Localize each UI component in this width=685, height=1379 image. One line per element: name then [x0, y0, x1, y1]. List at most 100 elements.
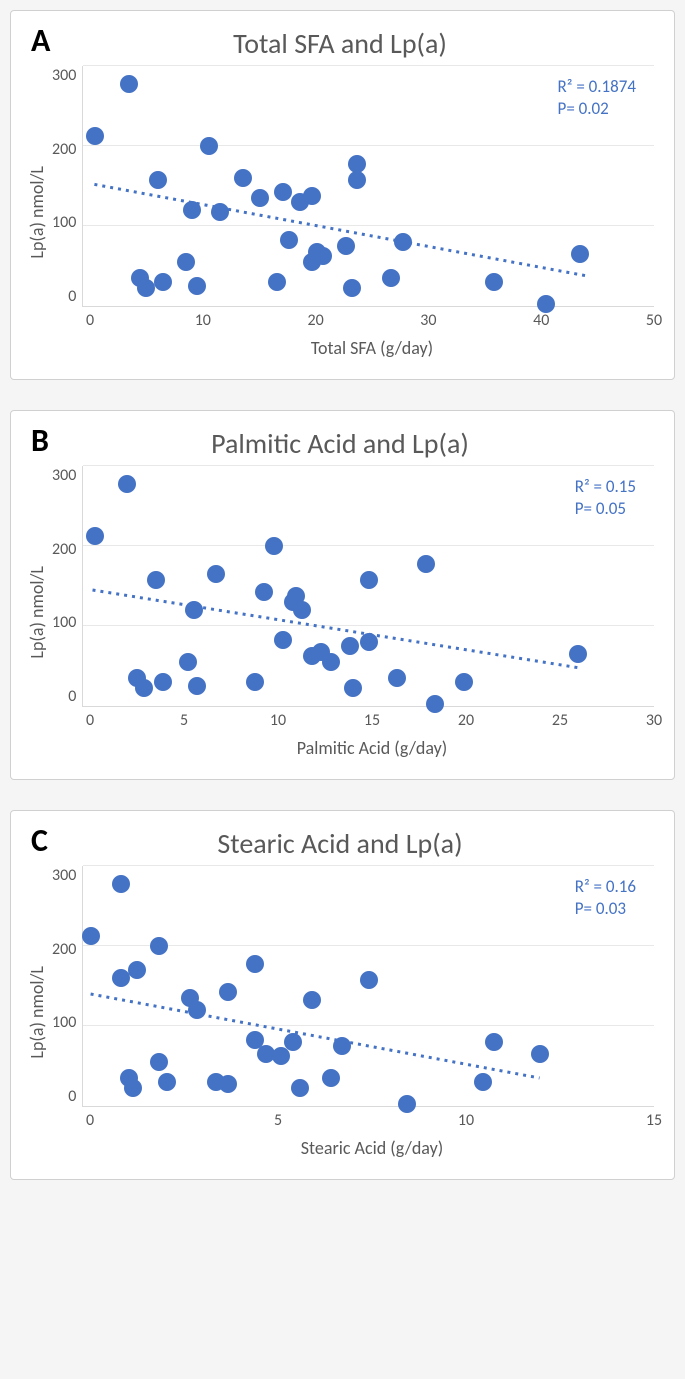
- data-point: [112, 875, 130, 893]
- data-point: [188, 677, 206, 695]
- y-axis-label: Lp(a) nmol/L: [26, 966, 48, 1059]
- data-point: [150, 937, 168, 955]
- data-point: [207, 565, 225, 583]
- data-point: [426, 695, 444, 713]
- data-point: [360, 633, 378, 651]
- data-point: [382, 269, 400, 287]
- chart-panel-a: ATotal SFA and Lp(a) Lp(a) nmol/L30020010…: [10, 10, 675, 380]
- data-point: [398, 1095, 416, 1113]
- data-point: [322, 653, 340, 671]
- data-point: [150, 1053, 168, 1071]
- data-point: [485, 1033, 503, 1051]
- data-point: [274, 183, 292, 201]
- data-point: [177, 253, 195, 271]
- data-point: [128, 961, 146, 979]
- data-point: [314, 247, 332, 265]
- plot-area: R² = 0.1874P= 0.02: [82, 66, 654, 307]
- data-point: [333, 1037, 351, 1055]
- data-point: [255, 583, 273, 601]
- y-axis-label: Lp(a) nmol/L: [26, 166, 48, 259]
- data-point: [251, 189, 269, 207]
- x-axis-label: Total SFA (g/day): [90, 337, 654, 359]
- data-point: [388, 669, 406, 687]
- data-point: [219, 983, 237, 1001]
- data-point: [118, 475, 136, 493]
- x-axis-ticks: 051015: [90, 1111, 654, 1131]
- chart-panel-c: CStearic Acid and Lp(a) Lp(a) nmol/L30020…: [10, 810, 675, 1180]
- data-point: [274, 631, 292, 649]
- chart-title: Total SFA and Lp(a): [26, 26, 654, 61]
- data-point: [280, 231, 298, 249]
- data-point: [211, 203, 229, 221]
- x-axis-ticks: 01020304050: [90, 311, 654, 331]
- plot-area: R² = 0.16P= 0.03: [82, 866, 654, 1107]
- data-point: [265, 537, 283, 555]
- chart-title: Palmitic Acid and Lp(a): [26, 426, 654, 461]
- data-point: [82, 927, 100, 945]
- data-point: [158, 1073, 176, 1091]
- data-point: [124, 1079, 142, 1097]
- data-point: [293, 601, 311, 619]
- data-point: [246, 673, 264, 691]
- y-axis-ticks: 3002001000: [52, 66, 82, 306]
- data-point: [154, 273, 172, 291]
- data-point: [135, 679, 153, 697]
- data-point: [291, 1079, 309, 1097]
- data-point: [537, 295, 555, 313]
- data-point: [337, 237, 355, 255]
- data-point: [569, 645, 587, 663]
- y-axis-ticks: 3002001000: [52, 466, 82, 706]
- data-point: [474, 1073, 492, 1091]
- x-axis-label: Stearic Acid (g/day): [90, 1137, 654, 1159]
- data-point: [179, 653, 197, 671]
- data-point: [147, 571, 165, 589]
- data-point: [137, 279, 155, 297]
- data-point: [120, 75, 138, 93]
- data-point: [322, 1069, 340, 1087]
- data-point: [246, 955, 264, 973]
- data-point: [284, 1033, 302, 1051]
- x-axis-label: Palmitic Acid (g/day): [90, 737, 654, 759]
- data-point: [86, 127, 104, 145]
- data-point: [485, 273, 503, 291]
- chart-title: Stearic Acid and Lp(a): [26, 826, 654, 861]
- panel-letter: A: [31, 21, 50, 60]
- data-point: [531, 1045, 549, 1063]
- r-squared-label: R² = 0.15: [575, 476, 636, 498]
- r-squared-label: R² = 0.1874: [558, 76, 636, 98]
- data-point: [234, 169, 252, 187]
- data-point: [200, 137, 218, 155]
- p-value-label: P= 0.05: [575, 498, 636, 520]
- plot-area: R² = 0.15P= 0.05: [82, 466, 654, 707]
- data-point: [86, 527, 104, 545]
- data-point: [348, 171, 366, 189]
- data-point: [268, 273, 286, 291]
- y-axis-ticks: 3002001000: [52, 866, 82, 1106]
- data-point: [303, 991, 321, 1009]
- data-point: [183, 201, 201, 219]
- data-point: [360, 571, 378, 589]
- data-point: [149, 171, 167, 189]
- data-point: [348, 155, 366, 173]
- chart-panel-b: BPalmitic Acid and Lp(a)Lp(a) nmol/L3002…: [10, 410, 675, 780]
- data-point: [571, 245, 589, 263]
- stats-annotation: R² = 0.1874P= 0.02: [558, 76, 636, 120]
- stats-annotation: R² = 0.15P= 0.05: [575, 476, 636, 520]
- data-point: [185, 601, 203, 619]
- data-point: [360, 971, 378, 989]
- r-squared-label: R² = 0.16: [575, 876, 636, 898]
- panel-letter: C: [31, 821, 48, 860]
- data-point: [455, 673, 473, 691]
- p-value-label: P= 0.03: [575, 898, 636, 920]
- data-point: [417, 555, 435, 573]
- data-point: [272, 1047, 290, 1065]
- data-point: [188, 277, 206, 295]
- data-point: [219, 1075, 237, 1093]
- y-axis-label: Lp(a) nmol/L: [26, 566, 48, 659]
- data-point: [343, 279, 361, 297]
- data-point: [188, 1001, 206, 1019]
- data-point: [154, 673, 172, 691]
- data-point: [394, 233, 412, 251]
- data-point: [344, 679, 362, 697]
- data-point: [303, 187, 321, 205]
